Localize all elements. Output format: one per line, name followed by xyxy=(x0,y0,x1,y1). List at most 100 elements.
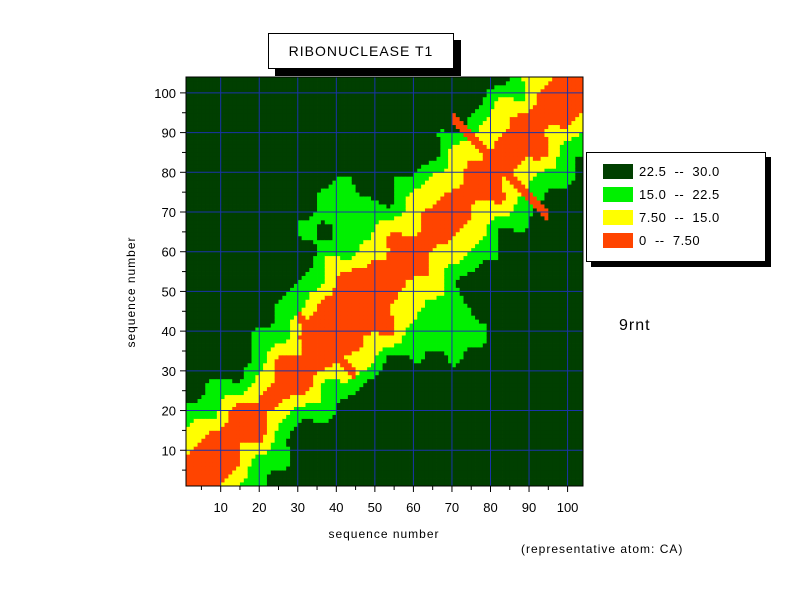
contour-cell xyxy=(332,104,337,110)
contour-cell xyxy=(201,200,206,205)
contour-cell xyxy=(239,108,245,114)
contour-cell xyxy=(201,339,206,344)
contour-cell xyxy=(220,374,225,380)
contour-cell xyxy=(270,426,276,431)
contour-cell xyxy=(243,358,249,364)
contour-cell xyxy=(293,92,299,98)
contour-cell xyxy=(232,140,237,145)
contour-cell xyxy=(247,283,252,288)
contour-cell xyxy=(205,176,210,181)
contour-cell xyxy=(317,446,322,451)
contour-cell xyxy=(328,374,333,380)
contour-cell xyxy=(301,116,306,122)
contour-cell xyxy=(216,462,222,467)
contour-cell xyxy=(317,140,322,145)
contour-cell xyxy=(232,295,237,300)
contour-cell xyxy=(243,208,249,213)
contour-cell xyxy=(309,307,314,312)
contour-cell xyxy=(228,478,233,483)
contour-cell xyxy=(236,279,241,284)
contour-cell xyxy=(344,347,349,352)
contour-cell xyxy=(247,303,252,308)
contour-cell xyxy=(317,132,322,137)
contour-cell xyxy=(209,104,214,110)
contour-cell xyxy=(216,410,222,415)
contour-cell xyxy=(297,374,303,380)
contour-cell xyxy=(332,92,337,98)
contour-cell xyxy=(236,251,241,257)
contour-cell xyxy=(236,354,241,360)
contour-cell xyxy=(228,259,233,265)
contour-cell xyxy=(216,390,222,396)
contour-cell xyxy=(201,283,206,288)
contour-cell xyxy=(340,482,345,487)
contour-cell xyxy=(332,370,337,376)
contour-cell xyxy=(263,112,268,118)
contour-cell xyxy=(274,462,279,467)
contour-cell xyxy=(320,156,326,161)
contour-cell xyxy=(293,283,299,288)
contour-cell xyxy=(336,442,341,447)
contour-cell xyxy=(236,188,241,193)
contour-cell xyxy=(216,204,222,209)
contour-cell xyxy=(309,77,314,82)
contour-cell xyxy=(255,263,260,268)
contour-cell xyxy=(340,100,345,106)
contour-cell xyxy=(189,168,195,173)
contour-cell xyxy=(201,350,206,356)
contour-cell xyxy=(363,219,368,225)
contour-cell xyxy=(293,394,299,400)
contour-cell xyxy=(367,426,372,431)
contour-cell xyxy=(243,223,249,229)
contour-cell xyxy=(259,164,264,169)
contour-cell xyxy=(236,104,241,110)
contour-cell xyxy=(293,132,299,137)
contour-cell xyxy=(212,422,218,427)
contour-cell xyxy=(282,136,287,141)
contour-cell xyxy=(320,116,326,122)
contour-cell xyxy=(355,438,360,443)
contour-cell xyxy=(309,263,314,268)
contour-cell xyxy=(290,331,295,336)
contour-cell xyxy=(344,287,349,292)
contour-cell xyxy=(228,283,233,288)
contour-cell xyxy=(186,315,191,320)
contour-cell xyxy=(305,335,310,340)
contour-cell xyxy=(355,335,360,340)
contour-cell xyxy=(363,331,368,336)
contour-cell xyxy=(247,482,252,487)
contour-cell xyxy=(347,482,353,487)
contour-cell xyxy=(305,215,310,221)
contour-cell xyxy=(189,172,195,177)
contour-cell xyxy=(247,390,252,396)
contour-cell xyxy=(270,156,276,161)
contour-cell xyxy=(274,303,279,308)
contour-cell xyxy=(205,299,210,304)
contour-cell xyxy=(351,303,356,308)
contour-cell xyxy=(224,323,229,328)
contour-cell xyxy=(344,212,349,217)
contour-cell xyxy=(317,370,322,376)
contour-cell xyxy=(282,80,287,86)
contour-cell xyxy=(243,156,249,161)
contour-cell xyxy=(371,327,376,332)
contour-cell xyxy=(274,466,279,471)
contour-cell xyxy=(293,362,299,368)
contour-cell xyxy=(286,271,291,276)
contour-cell xyxy=(259,223,264,229)
contour-cell xyxy=(197,426,202,431)
contour-cell xyxy=(205,358,210,364)
contour-cell xyxy=(220,370,225,376)
contour-cell xyxy=(340,160,345,165)
contour-cell xyxy=(324,152,330,157)
contour-cell xyxy=(266,470,272,475)
contour-cell xyxy=(216,223,222,229)
contour-cell xyxy=(251,303,256,308)
contour-cell xyxy=(255,267,260,272)
contour-cell xyxy=(220,335,225,340)
contour-cell xyxy=(301,251,306,257)
contour-cell xyxy=(266,132,272,137)
contour-cell xyxy=(228,299,233,304)
contour-cell xyxy=(301,462,306,467)
contour-cell xyxy=(367,446,372,451)
